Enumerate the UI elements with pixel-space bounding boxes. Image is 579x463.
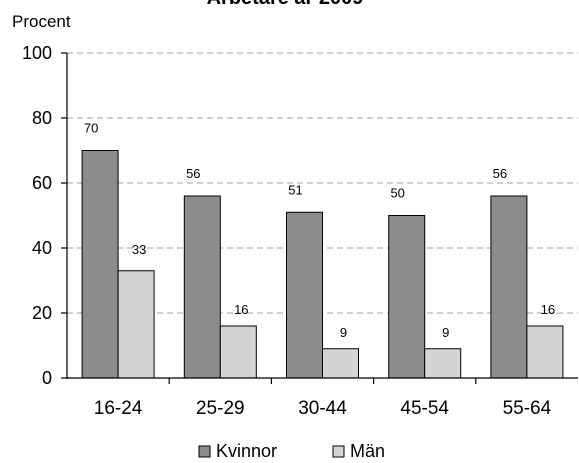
legend-label: Kvinnor — [216, 441, 277, 461]
y-tick-label: 100 — [22, 43, 52, 63]
bar-kvinnor-25-29 — [183, 195, 221, 379]
data-label: 16 — [234, 302, 248, 317]
x-tick-label: 25-29 — [196, 398, 245, 419]
bar-kvinnor-45-54 — [388, 215, 426, 379]
data-label: 33 — [132, 242, 146, 257]
bar-kvinnor-16-24 — [81, 150, 119, 379]
y-axis-label: Procent — [12, 12, 71, 31]
legend-label: Män — [350, 441, 385, 461]
x-tick-label: 55-64 — [503, 398, 552, 419]
data-label: 51 — [288, 182, 302, 197]
data-label: 9 — [442, 325, 449, 340]
category-labels: 16-24 25-29 30-44 45-54 55-64 — [94, 378, 552, 419]
bar-mn-45-54 — [424, 348, 462, 379]
legend: Kvinnor Män — [198, 441, 385, 461]
legend-swatch — [198, 445, 211, 458]
y-tick-label: 40 — [32, 238, 52, 258]
y-tick-label: 60 — [32, 173, 52, 193]
x-tick-label: 16-24 — [94, 398, 143, 419]
legend-swatch — [332, 445, 345, 458]
chart-title: Arbetare år 2009 — [207, 0, 364, 9]
axes — [66, 53, 578, 379]
y-tick-label: 20 — [32, 303, 52, 323]
data-label: 56 — [493, 166, 507, 181]
data-label: 16 — [541, 302, 555, 317]
bars — [81, 150, 564, 379]
y-ticks: 0 20 40 60 80 100 — [22, 43, 67, 388]
data-label: 70 — [84, 121, 98, 136]
y-tick-label: 0 — [42, 368, 52, 388]
bar-mn-55-64 — [526, 325, 564, 379]
y-tick-label: 80 — [32, 108, 52, 128]
bar-mn-25-29 — [219, 325, 257, 379]
bar-kvinnor-55-64 — [490, 195, 528, 379]
bar-mn-30-44 — [322, 348, 359, 379]
bar-mn-16-24 — [117, 270, 155, 379]
x-tick-label: 45-54 — [400, 398, 449, 419]
bar-kvinnor-30-44 — [286, 211, 323, 379]
data-label: 9 — [340, 325, 347, 340]
data-labels: 70 33 56 16 51 9 50 9 56 16 — [84, 121, 555, 340]
data-label: 56 — [186, 166, 200, 181]
data-label: 50 — [390, 186, 404, 201]
x-tick-label: 30-44 — [298, 398, 347, 419]
